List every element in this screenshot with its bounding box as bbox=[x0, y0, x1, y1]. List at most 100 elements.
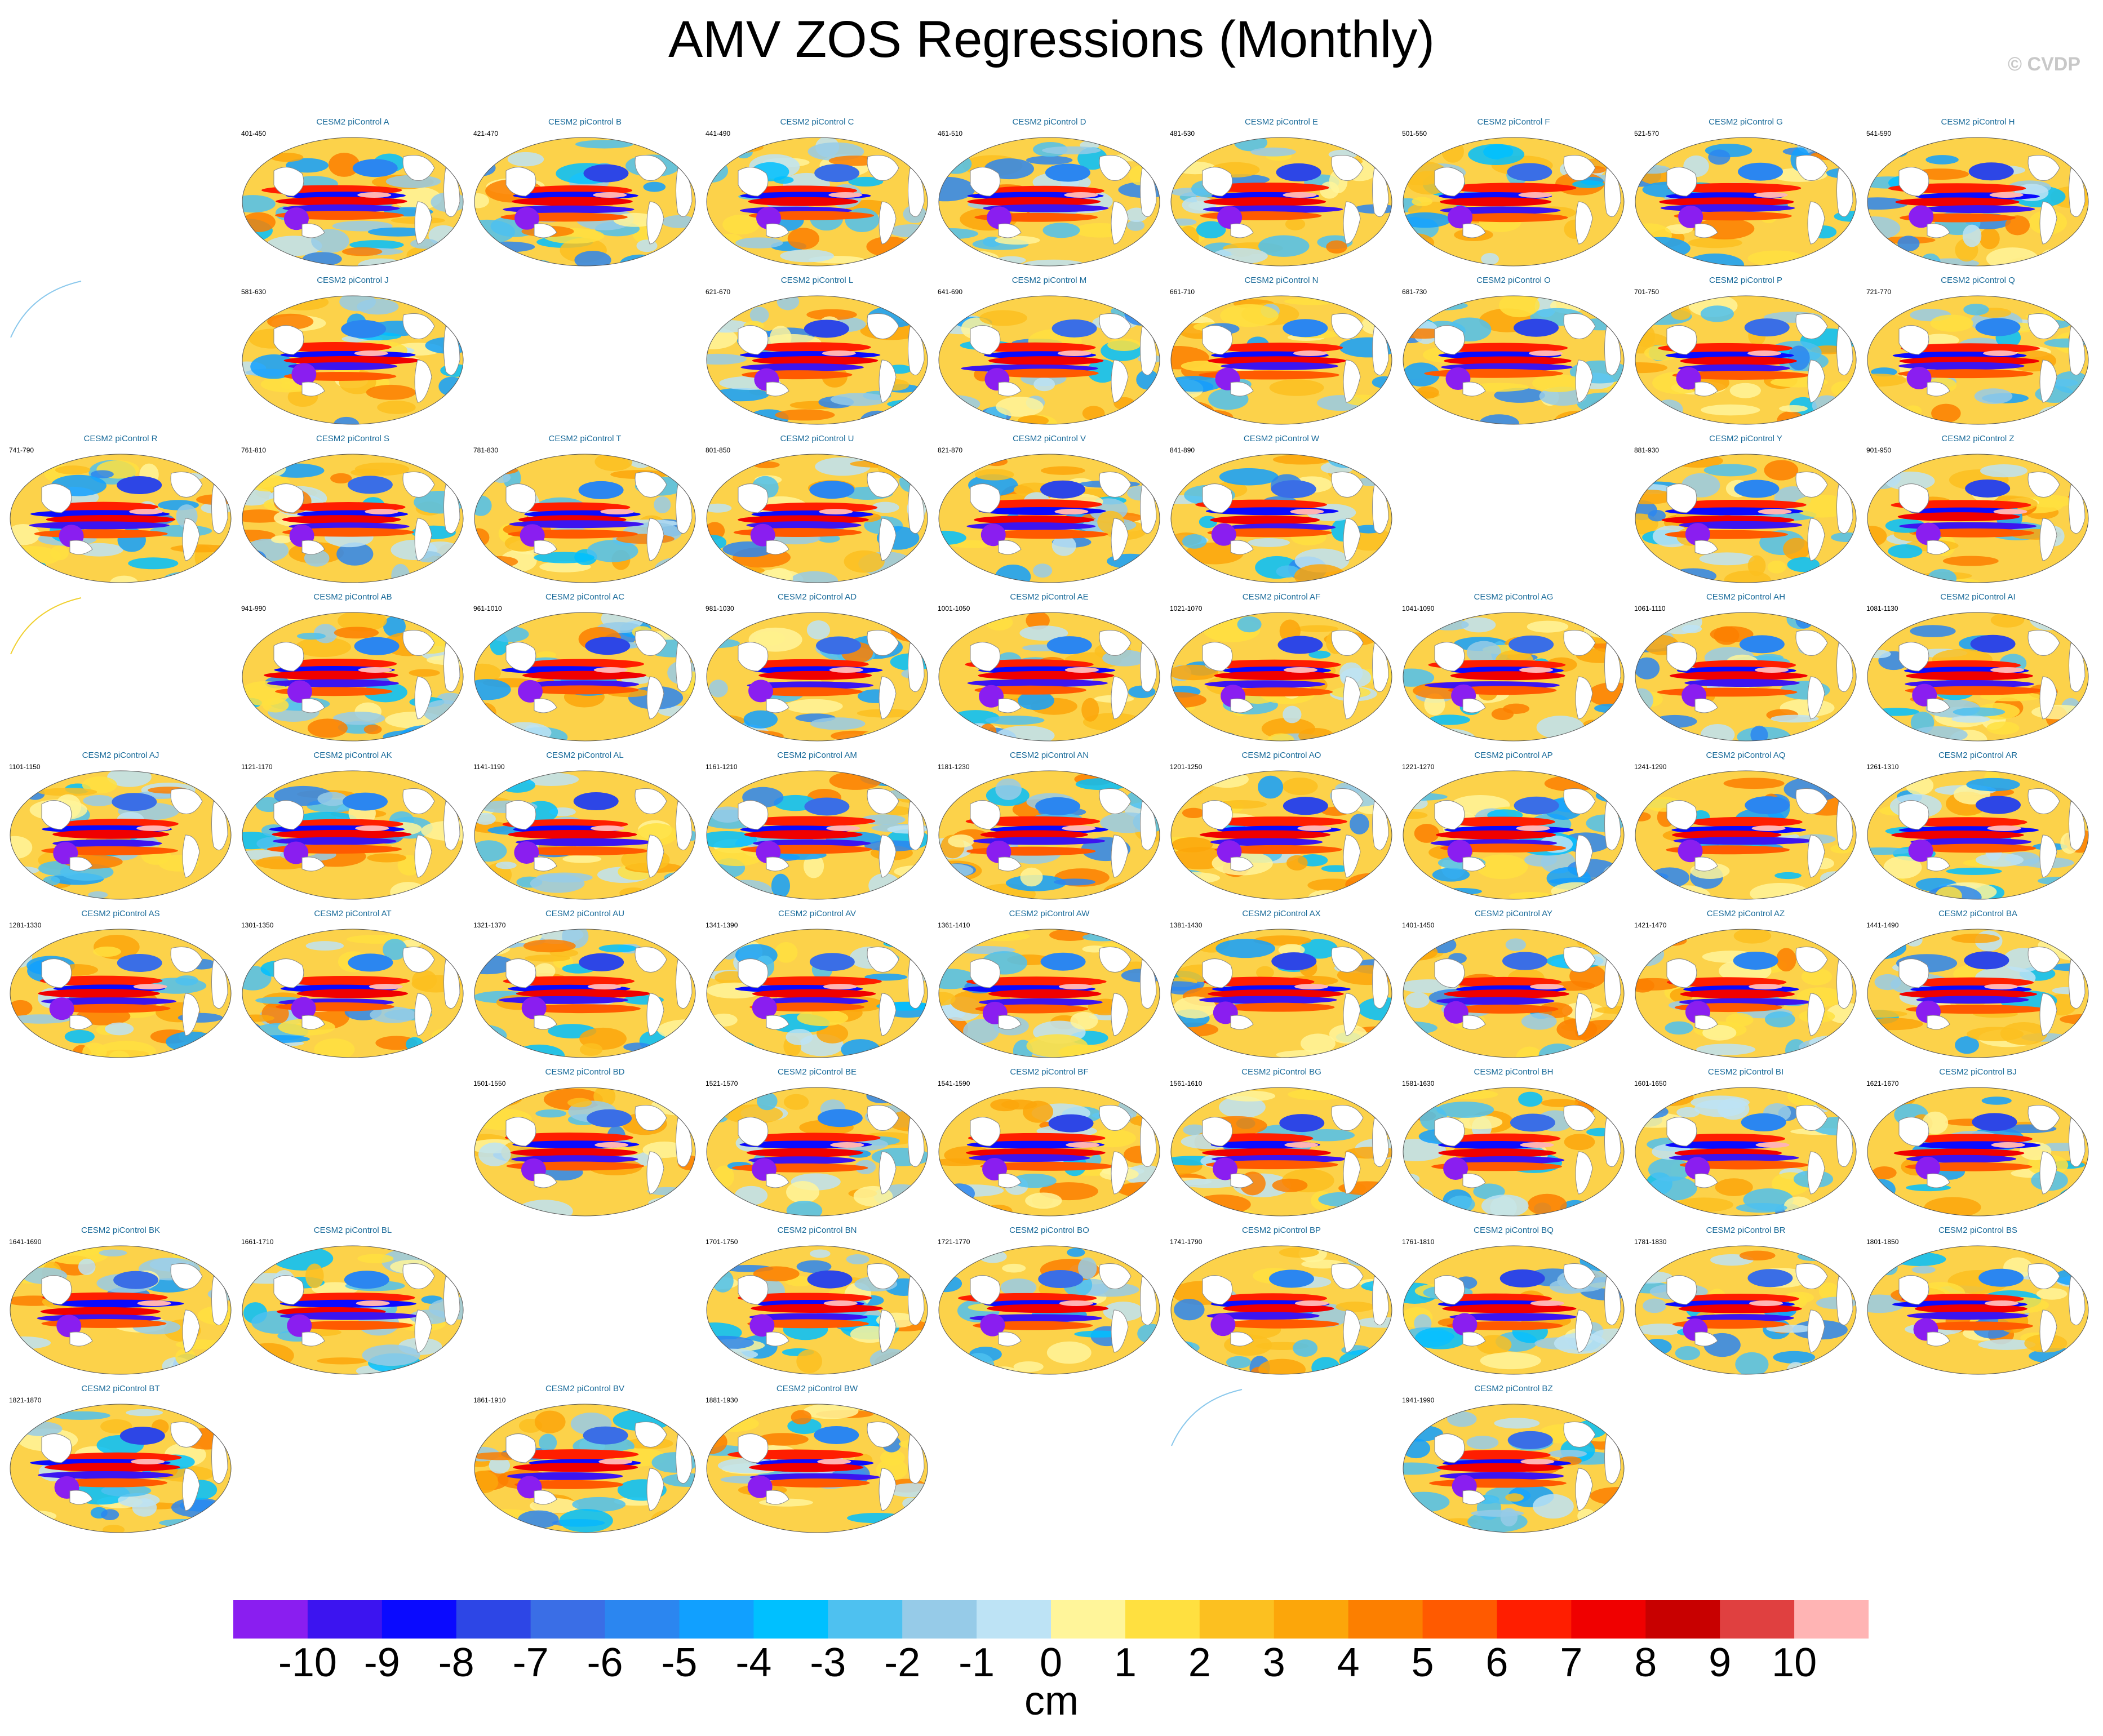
map-panel: CESM2 piControl Y 881-930 bbox=[1633, 434, 1858, 585]
map-outline bbox=[706, 1245, 928, 1375]
map-outline bbox=[1403, 929, 1625, 1058]
panel-years: 1661-1710 bbox=[241, 1238, 274, 1246]
colorbar-box bbox=[828, 1600, 903, 1639]
panel-fragment bbox=[8, 592, 233, 743]
map-outline bbox=[938, 612, 1160, 742]
panel-years: 1181-1230 bbox=[938, 763, 970, 771]
panel-title: CESM2 piControl AQ bbox=[1706, 751, 1786, 760]
map-graphic bbox=[474, 770, 696, 900]
panel-title: CESM2 piControl T bbox=[548, 434, 622, 443]
panel-title: CESM2 piControl BA bbox=[1938, 909, 2018, 918]
map-graphic bbox=[1403, 1087, 1625, 1216]
map-graphic bbox=[242, 612, 464, 742]
panel-years: 1281-1330 bbox=[9, 921, 42, 929]
panel-years: 701-750 bbox=[1634, 288, 1660, 296]
map-outline bbox=[938, 454, 1160, 583]
panel-title: CESM2 piControl AW bbox=[1009, 909, 1090, 918]
panel-title: CESM2 piControl U bbox=[780, 434, 854, 443]
panel-title: CESM2 piControl O bbox=[1476, 276, 1551, 285]
map-outline bbox=[474, 454, 696, 583]
panel-title: CESM2 piControl AK bbox=[313, 751, 392, 760]
map-outline bbox=[706, 1087, 928, 1216]
panel-years: 1821-1870 bbox=[9, 1396, 42, 1404]
map-outline bbox=[242, 295, 464, 425]
map-outline bbox=[474, 770, 696, 900]
map-graphic bbox=[10, 770, 232, 900]
panel-title: CESM2 piControl BH bbox=[1474, 1067, 1554, 1077]
panel-title: CESM2 piControl AF bbox=[1242, 592, 1321, 602]
panel-title: CESM2 piControl AG bbox=[1474, 592, 1554, 602]
panel-title: CESM2 piControl W bbox=[1243, 434, 1320, 443]
panel-title: CESM2 piControl V bbox=[1012, 434, 1086, 443]
map-outline bbox=[242, 612, 464, 742]
colorbar-box bbox=[605, 1600, 680, 1639]
colorbar-labels: -10 -9 -8 -7 -6 -5 -4 -3 -2 -1 0 1 2 3 4 5 6 7 8 9 10 bbox=[233, 1640, 1869, 1690]
map-graphic bbox=[938, 612, 1160, 742]
map-outline bbox=[474, 612, 696, 742]
map-graphic bbox=[1635, 770, 1857, 900]
map-graphic bbox=[1403, 929, 1625, 1058]
panel-title: CESM2 piControl P bbox=[1709, 276, 1783, 285]
map-panel: CESM2 piControl AO 1201-1250 bbox=[1169, 751, 1394, 902]
map-outline bbox=[1403, 1404, 1625, 1533]
colorbar-box bbox=[1794, 1600, 1869, 1639]
panel-title: CESM2 piControl S bbox=[316, 434, 390, 443]
colorbar-unit: cm bbox=[1024, 1679, 1079, 1724]
colorbar-tick-label: 7 bbox=[1560, 1640, 1583, 1685]
map-graphic bbox=[1170, 770, 1392, 900]
map-panel: CESM2 piControl AQ 1241-1290 bbox=[1633, 751, 1858, 902]
map-panel: CESM2 piControl O 681-730 bbox=[1401, 276, 1626, 427]
map-outline bbox=[706, 454, 928, 583]
map-panel: CESM2 piControl AI 1081-1130 bbox=[1865, 592, 2091, 743]
map-graphic bbox=[1867, 929, 2089, 1058]
panel-years: 1941-1990 bbox=[1402, 1396, 1435, 1404]
colorbar-box bbox=[902, 1600, 977, 1639]
map-panel: CESM2 piControl AE 1001-1050 bbox=[937, 592, 1162, 743]
panel-years: 1221-1270 bbox=[1402, 763, 1435, 771]
map-graphic bbox=[1170, 1245, 1392, 1375]
map-panel: CESM2 piControl AY 1401-1450 bbox=[1401, 909, 1626, 1060]
map-graphic bbox=[706, 1404, 928, 1533]
map-panel: CESM2 piControl BA 1441-1490 bbox=[1865, 909, 2091, 1060]
map-graphic bbox=[10, 1404, 232, 1533]
colorbar-tick-label: 3 bbox=[1262, 1640, 1285, 1685]
map-outline bbox=[1403, 770, 1625, 900]
map-graphic bbox=[706, 929, 928, 1058]
colorbar-box bbox=[456, 1600, 531, 1639]
panel-title: CESM2 piControl AB bbox=[313, 592, 392, 602]
panel-title: CESM2 piControl BL bbox=[313, 1226, 392, 1235]
panel-years: 1641-1690 bbox=[9, 1238, 42, 1246]
panel-title: CESM2 piControl BF bbox=[1010, 1067, 1089, 1077]
map-outline bbox=[10, 929, 232, 1058]
panel-title: CESM2 piControl AM bbox=[777, 751, 857, 760]
map-panel: CESM2 piControl AC 961-1010 bbox=[472, 592, 698, 743]
panel-title: CESM2 piControl BE bbox=[777, 1067, 857, 1077]
colorbar-tick-label: -10 bbox=[278, 1640, 337, 1685]
map-panel: CESM2 piControl BT 1821-1870 bbox=[8, 1384, 233, 1535]
panel-years: 1321-1370 bbox=[473, 921, 506, 929]
map-graphic bbox=[242, 929, 464, 1058]
map-panel: CESM2 piControl BH 1581-1630 bbox=[1401, 1067, 1626, 1218]
colorbar-box bbox=[1125, 1600, 1200, 1639]
map-outline bbox=[1867, 1245, 2089, 1375]
panel-title: CESM2 piControl BD bbox=[545, 1067, 625, 1077]
panel-title: CESM2 piControl BQ bbox=[1474, 1226, 1554, 1235]
map-graphic bbox=[474, 137, 696, 267]
panel-title: CESM2 piControl AJ bbox=[82, 751, 159, 760]
map-panel: CESM2 piControl G 521-570 bbox=[1633, 117, 1858, 268]
colorbar-box bbox=[233, 1600, 308, 1639]
panel-title: CESM2 piControl Q bbox=[1941, 276, 2015, 285]
panel-years: 1501-1550 bbox=[473, 1080, 506, 1087]
panel-title: CESM2 piControl BG bbox=[1241, 1067, 1321, 1077]
panel-title: CESM2 piControl AU bbox=[545, 909, 625, 918]
panel-years: 1581-1630 bbox=[1402, 1080, 1435, 1087]
panel-years: 1361-1410 bbox=[938, 921, 970, 929]
colorbar-box bbox=[977, 1600, 1052, 1639]
map-panel: CESM2 piControl BO 1721-1770 bbox=[937, 1226, 1162, 1377]
map-panel: CESM2 piControl J 581-630 bbox=[240, 276, 465, 427]
map-panel: CESM2 piControl M 641-690 bbox=[937, 276, 1162, 427]
panel-title: CESM2 piControl AE bbox=[1010, 592, 1089, 602]
panel-years: 521-570 bbox=[1634, 130, 1660, 137]
map-graphic bbox=[1867, 454, 2089, 583]
panel-title: CESM2 piControl BP bbox=[1241, 1226, 1321, 1235]
